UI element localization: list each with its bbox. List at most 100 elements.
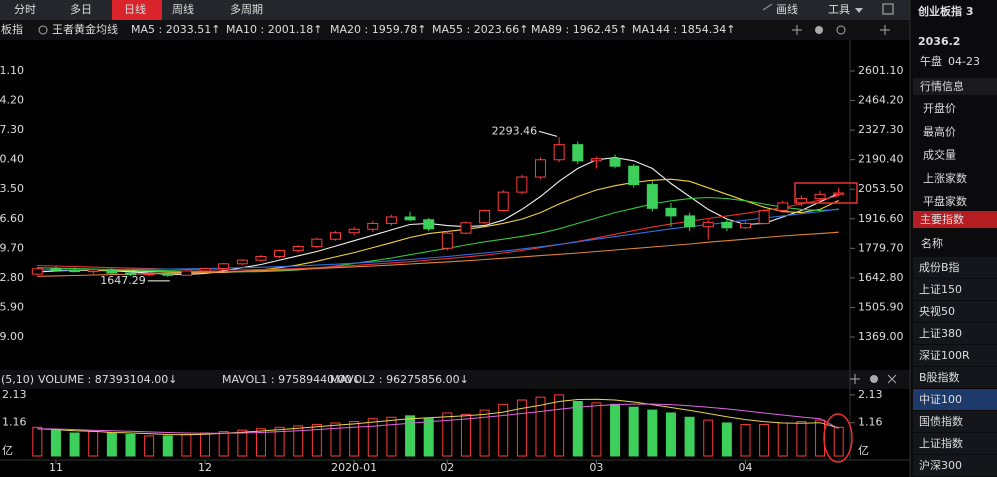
close-icon[interactable]	[887, 374, 897, 384]
toolbar	[0, 0, 910, 20]
volume-bar	[703, 419, 714, 457]
tab[interactable]: 多日	[70, 2, 92, 16]
volume-bar	[572, 400, 583, 457]
y-tick-label: 1916.60	[0, 212, 24, 225]
index-item[interactable]: 成份B指	[919, 260, 960, 274]
y-tick-label: 1642.80	[858, 271, 904, 284]
tab[interactable]: 多周期	[230, 2, 263, 16]
y-tick-label: 1505.90	[0, 300, 24, 313]
expand-icon[interactable]	[882, 3, 894, 15]
legend-bar	[0, 20, 910, 40]
index-row[interactable]	[913, 411, 997, 432]
refresh-icon[interactable]	[836, 25, 846, 35]
volume-ma-line	[37, 398, 839, 436]
info-item: 最高价	[923, 124, 956, 138]
dropdown-icon[interactable]	[855, 8, 863, 13]
section-title[interactable]: 行情信息	[920, 79, 964, 93]
y-tick-label: 2327.30	[858, 123, 904, 136]
index-row[interactable]	[913, 433, 997, 454]
index-item[interactable]: 国债指数	[919, 414, 963, 428]
index-item[interactable]: 中证100	[919, 393, 962, 406]
volume-ma-line	[37, 403, 839, 434]
pencil-icon[interactable]	[762, 3, 773, 11]
panel-icons[interactable]	[792, 25, 897, 384]
annotation: 1647.29	[100, 274, 146, 287]
ma-line	[37, 196, 839, 273]
volume-bar	[777, 422, 788, 457]
index-row[interactable]	[913, 389, 997, 410]
volume-bar	[386, 416, 397, 457]
section-title[interactable]: 主要指数	[920, 212, 964, 226]
x-tick-label: 2020-01	[331, 461, 377, 474]
y-tick-label: 2190.40	[0, 153, 24, 166]
candle-body	[31, 268, 43, 275]
candle-body	[833, 192, 845, 195]
candle-body	[106, 269, 118, 274]
candle-body	[628, 165, 640, 186]
volume-bar	[815, 419, 826, 457]
index-row[interactable]	[913, 323, 997, 344]
tab[interactable]: 日线	[124, 2, 146, 16]
candle-body	[516, 176, 528, 193]
index-item[interactable]: B股指数	[919, 370, 960, 384]
legend-entry: MA89 : 1962.45↑	[531, 23, 627, 36]
index-item[interactable]: 沪深300	[919, 458, 962, 472]
volume-bar	[610, 403, 621, 457]
index-item[interactable]: 上证150	[919, 283, 962, 296]
tab[interactable]: 周线	[172, 2, 194, 16]
candle-body	[758, 209, 770, 224]
candle-body	[646, 184, 658, 209]
tools-button[interactable]: 工具	[828, 3, 850, 16]
y-tick-label: 2190.40	[858, 153, 904, 166]
volume-bar	[330, 422, 341, 457]
tab[interactable]: 分时	[14, 3, 36, 16]
indicator-icon[interactable]	[38, 25, 48, 35]
index-item[interactable]: 央视50	[919, 304, 955, 318]
candle-body	[572, 144, 584, 162]
candle-body	[87, 269, 99, 273]
y-tick-label: 2053.50	[858, 182, 904, 195]
candle-body	[330, 232, 341, 240]
annotation: 2293.46	[492, 124, 538, 137]
candle-body	[69, 269, 81, 273]
y-tick-label: 1779.70	[858, 241, 904, 254]
candle-body	[218, 263, 230, 270]
draw-line-button[interactable]: 画线	[776, 2, 798, 16]
volume-bar	[106, 432, 117, 457]
index-row[interactable]	[913, 301, 997, 322]
volume-bar	[423, 418, 434, 457]
candle-body	[162, 273, 174, 276]
index-row[interactable]	[913, 455, 997, 476]
candle-body	[665, 207, 677, 217]
y-tick-label: 2601.10	[0, 64, 24, 77]
index-row[interactable]	[913, 279, 997, 300]
volume-bar	[479, 409, 490, 457]
index-row[interactable]	[913, 367, 997, 388]
index-item[interactable]: 上证380	[919, 327, 962, 340]
volume-bar	[442, 412, 453, 457]
settings-icon[interactable]	[815, 26, 823, 34]
volume-bar	[162, 435, 173, 457]
index-item[interactable]: 上证指数	[919, 436, 963, 450]
index-item[interactable]: 深证100R	[919, 349, 970, 362]
volume-bar	[498, 403, 509, 457]
index-row[interactable]	[913, 345, 997, 366]
date: 04-23	[948, 55, 980, 68]
candle-body	[777, 202, 789, 211]
indicator-name[interactable]: 王者黄金均线	[52, 22, 118, 36]
settings-icon[interactable]	[870, 375, 878, 383]
candle-body	[367, 222, 379, 230]
candle-body	[721, 221, 733, 229]
legend-entry: VOLUME : 87393104.00↓	[38, 373, 177, 386]
candle-body	[479, 209, 491, 224]
volume-bar	[349, 421, 360, 457]
index-row[interactable]	[913, 257, 997, 278]
candle-body	[702, 221, 714, 228]
volume-bar	[274, 426, 285, 457]
volume-bar	[535, 396, 546, 457]
candle-body	[255, 255, 267, 261]
volume-unit: 亿	[2, 444, 13, 457]
candle-body	[385, 216, 397, 224]
